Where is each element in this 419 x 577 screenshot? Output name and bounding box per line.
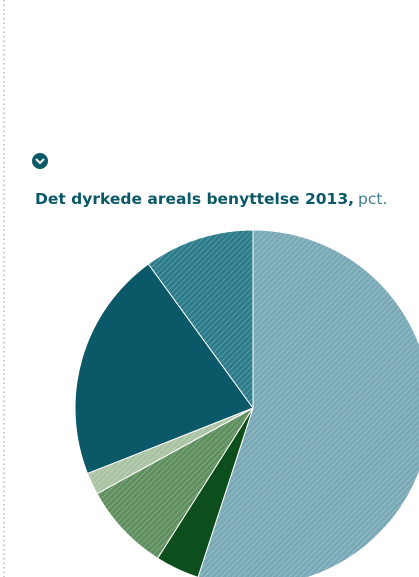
chart-heading: Det dyrkede areals benyttelse 2013, pct. xyxy=(35,190,387,208)
collapse-icon[interactable] xyxy=(32,153,48,169)
pie xyxy=(74,229,419,577)
chart-subtitle: pct. xyxy=(358,190,387,208)
chart-title: Det dyrkede areals benyttelse 2013, xyxy=(35,190,354,208)
